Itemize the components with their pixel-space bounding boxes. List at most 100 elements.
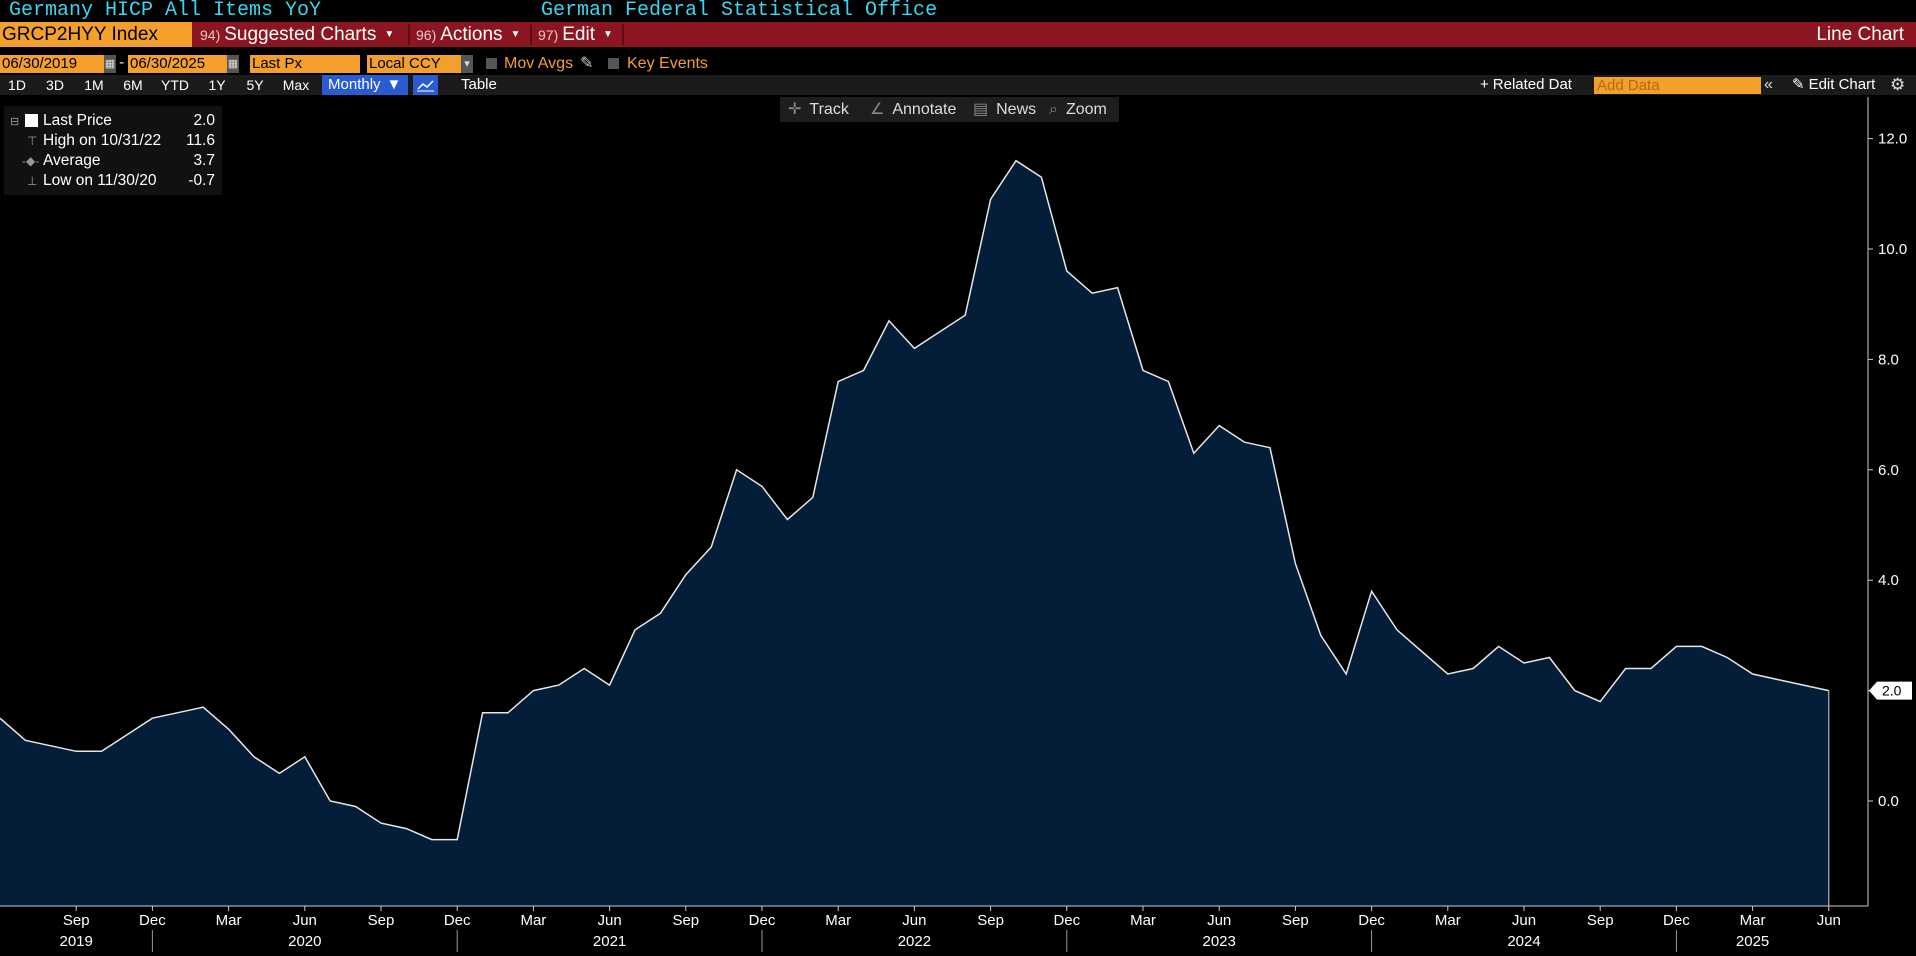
y-tick-label: 10.0 <box>1878 241 1907 258</box>
annotate-button[interactable]: ∠ Annotate <box>870 97 956 122</box>
menu-divider <box>622 24 624 45</box>
menu-number: 97) <box>538 27 559 43</box>
pencil-icon[interactable]: ✎ <box>580 55 594 72</box>
x-tick-label: Mar <box>1740 912 1766 929</box>
menu-number: 96) <box>416 27 437 43</box>
caret-down-icon: ▼ <box>384 29 395 41</box>
news-label: News <box>996 101 1037 118</box>
y-tick-label: 4.0 <box>1878 572 1899 589</box>
legend-last-price-value: 2.0 <box>193 112 215 129</box>
key-events-checkbox[interactable] <box>608 58 619 69</box>
end-date-field[interactable]: 06/30/2025 <box>128 55 227 73</box>
news-button[interactable]: ▤ News <box>973 97 1036 122</box>
x-tick-label: Mar <box>216 912 242 929</box>
last-value-marker <box>1869 681 1912 700</box>
mov-avgs-checkbox[interactable] <box>486 58 497 69</box>
x-tick-label: Dec <box>139 912 166 929</box>
series-swatch <box>25 114 38 127</box>
x-tick-label: Jun <box>1207 912 1231 929</box>
magnifier-icon: ⌕ <box>1049 101 1058 118</box>
plus-icon: + <box>1480 76 1489 93</box>
period-5y[interactable]: 5Y <box>246 77 264 93</box>
news-icon: ▤ <box>973 101 989 118</box>
x-tick-label: Jun <box>1817 912 1841 929</box>
calendar-icon[interactable]: ▦ <box>227 55 239 73</box>
x-tick-label: Jun <box>902 912 926 929</box>
period-ytd[interactable]: YTD <box>161 77 189 93</box>
source-title: German Federal Statistical Office <box>541 0 938 22</box>
x-tick-label: Mar <box>1130 912 1156 929</box>
caret-down-icon: ▼ <box>602 29 613 41</box>
x-tick-label: Sep <box>63 912 90 929</box>
dropdown-arrow-icon[interactable]: ▾ <box>461 55 473 73</box>
legend-average-value: 3.7 <box>193 152 215 169</box>
collapse-icon[interactable]: « <box>1764 76 1773 93</box>
annotate-label: Annotate <box>892 101 957 118</box>
suggested-charts-menu[interactable]: 94) Suggested Charts ▼ <box>200 22 394 47</box>
x-tick-label: Mar <box>825 912 851 929</box>
x-tick-label: Jun <box>1512 912 1536 929</box>
y-tick-label: 0.0 <box>1878 793 1899 810</box>
x-tick-label: Mar <box>1435 912 1461 929</box>
zoom-button[interactable]: ⌕ Zoom <box>1049 97 1107 122</box>
x-year-label: 2024 <box>1507 933 1540 950</box>
x-year-label: 2019 <box>60 933 93 950</box>
track-button[interactable]: ✛ Track <box>788 97 849 122</box>
gear-icon[interactable]: ⚙ <box>1890 75 1906 94</box>
legend-high-value: 11.6 <box>185 132 215 149</box>
menu-divider <box>530 24 532 45</box>
date-range-separator: - <box>119 54 125 71</box>
x-tick-label: Sep <box>977 912 1004 929</box>
legend-low-label: Low on 11/30/20 <box>43 172 157 189</box>
chart-type-label[interactable]: Line Chart <box>1816 24 1904 45</box>
frequency-selector[interactable]: Monthly ▼ <box>322 75 408 95</box>
period-6m[interactable]: 6M <box>123 77 143 93</box>
caret-down-icon: ▼ <box>510 29 521 41</box>
x-tick-label: Dec <box>1053 912 1080 929</box>
command-bar <box>0 22 1916 47</box>
frequency-label: Monthly <box>328 76 381 93</box>
key-events-label[interactable]: Key Events <box>627 55 708 72</box>
legend-low-value: -0.7 <box>188 172 215 189</box>
add-data-input[interactable]: Add Data <box>1594 77 1761 94</box>
collapse-legend-icon[interactable]: ⊟ <box>10 116 20 128</box>
period-max[interactable]: Max <box>282 77 310 93</box>
y-tick-label: 6.0 <box>1878 462 1899 479</box>
chart-legend: ⊟ Last Price 2.0 ⊤ High on 10/31/22 11.6… <box>4 106 222 195</box>
ticker-field[interactable]: GRCP2HYY Index <box>0 22 192 47</box>
related-data-label: Related Dat <box>1492 76 1572 93</box>
legend-average-label: Average <box>43 152 101 169</box>
edit-chart-button[interactable]: ✎ Edit Chart <box>1792 75 1875 95</box>
start-date-field[interactable]: 06/30/2019 <box>0 55 104 73</box>
crosshair-icon: ✛ <box>788 101 802 118</box>
related-data-button[interactable]: + Related Dat <box>1480 75 1572 95</box>
x-year-label: 2021 <box>593 933 626 950</box>
chart-tools-bar <box>780 97 1119 122</box>
actions-menu[interactable]: 96) Actions ▼ <box>416 22 520 47</box>
track-label: Track <box>809 101 849 118</box>
y-tick-label: 12.0 <box>1878 131 1907 148</box>
x-tick-label: Sep <box>1282 912 1309 929</box>
currency-selector[interactable]: Local CCY <box>367 55 461 73</box>
field-selector[interactable]: Last Px <box>250 55 360 73</box>
x-tick-label: Mar <box>520 912 546 929</box>
x-tick-label: Dec <box>444 912 471 929</box>
x-tick-label: Sep <box>1587 912 1614 929</box>
y-tick-label: 8.0 <box>1878 351 1899 368</box>
table-view-button[interactable]: Table <box>461 76 497 93</box>
average-marker-icon: -◆- <box>22 154 40 168</box>
x-year-label: 2020 <box>288 933 321 950</box>
menu-label: Suggested Charts <box>224 24 377 45</box>
last-value-label: 2.0 <box>1882 683 1902 699</box>
line-chart-style-button[interactable] <box>413 75 438 95</box>
period-1y[interactable]: 1Y <box>208 77 226 93</box>
edit-menu[interactable]: 97) Edit ▼ <box>538 22 613 47</box>
period-1m[interactable]: 1M <box>84 77 104 93</box>
edit-chart-label: Edit Chart <box>1808 76 1876 93</box>
x-tick-label: Dec <box>1663 912 1690 929</box>
period-3d[interactable]: 3D <box>46 77 64 93</box>
calendar-icon[interactable]: ▦ <box>104 55 116 73</box>
mov-avgs-label[interactable]: Mov Avgs <box>504 55 574 72</box>
period-1d[interactable]: 1D <box>8 77 26 93</box>
